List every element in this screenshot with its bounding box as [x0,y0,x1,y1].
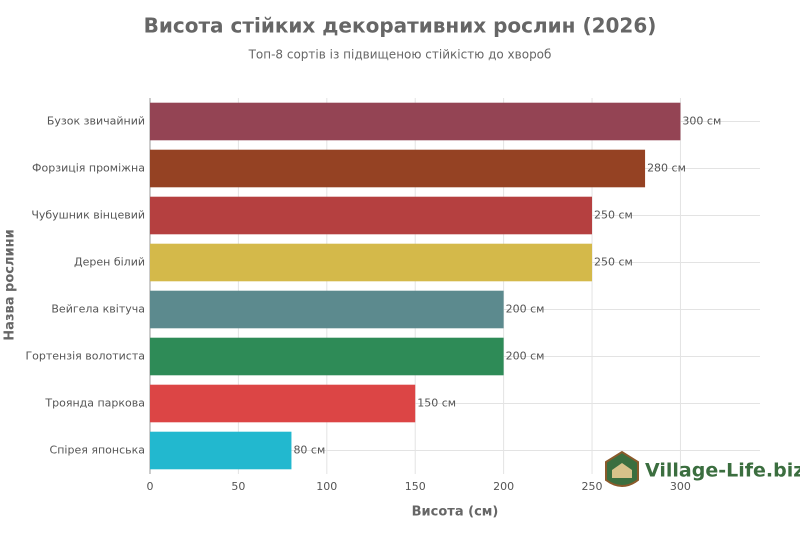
y-tick-label: Чубушник вінцевий [31,209,145,222]
bar [150,102,681,141]
chart-subtitle: Топ-8 сортів із підвищеною стійкістю до … [248,48,552,62]
bar [150,149,646,188]
value-label: 80 см [293,444,325,457]
x-tick-label: 150 [405,480,426,493]
bar [150,384,416,423]
x-tick-label: 50 [231,480,245,493]
bar [150,196,593,235]
plot: 0 50 100 150 200 250 300 Бузок звичайний 300 см Ф… [25,98,760,493]
x-tick-label: 100 [316,480,337,493]
x-tick-label: 300 [670,480,691,493]
x-tick-label: 200 [493,480,514,493]
value-label: 200 см [506,303,545,316]
value-label: 250 см [594,256,633,269]
logo-house [612,463,632,478]
chart-title: Висота стійких декоративних рослин (2026… [144,14,657,38]
bar [150,431,292,470]
bar [150,290,504,329]
value-label: 280 см [647,162,686,175]
y-tick-label: Форзиція проміжна [32,162,145,175]
x-tick-label: 250 [582,480,603,493]
x-axis-title: Висота (см) [412,505,499,520]
y-tick-label: Бузок звичайний [47,115,145,128]
y-axis-title: Назва рослини [3,229,18,340]
x-tick-label: 0 [147,480,154,493]
value-label: 250 см [594,209,633,222]
bar [150,243,593,282]
value-label: 200 см [506,350,545,363]
y-tick-label: Троянда паркова [44,397,145,410]
y-tick-label: Вейгела квітуча [51,303,145,316]
y-tick-label: Дерен білий [74,256,145,269]
value-label: 300 см [682,115,721,128]
logo-text: Village-Life.biz [645,460,800,482]
value-label: 150 см [417,397,456,410]
y-tick-label: Гортензія волотиста [25,350,145,363]
bar [150,337,504,376]
logo: Village-Life.biz [605,450,800,487]
y-tick-label: Спірея японська [50,444,145,457]
